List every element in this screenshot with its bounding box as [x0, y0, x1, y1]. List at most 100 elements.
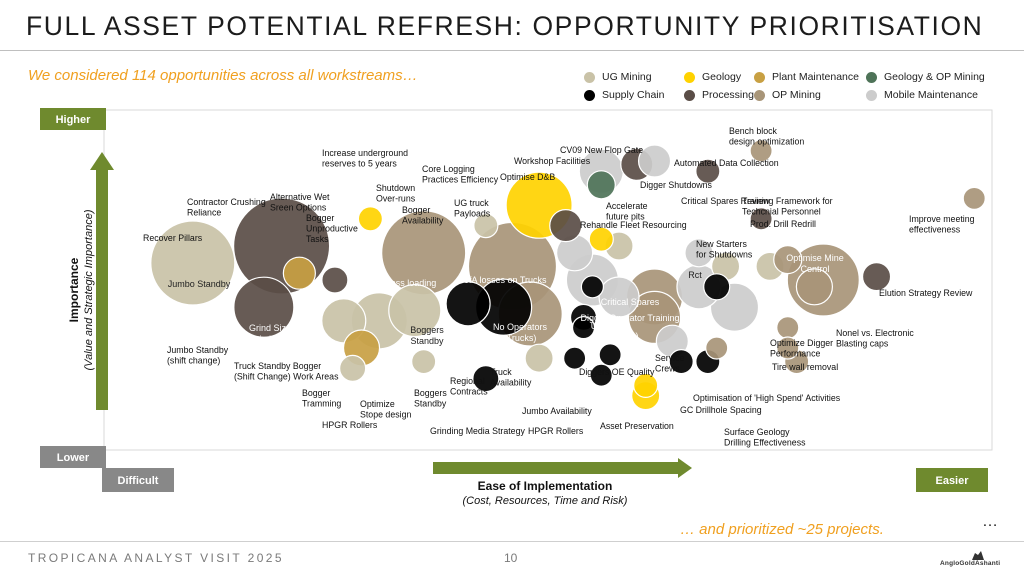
- bubble: [282, 256, 316, 290]
- opportunity-label: Workshop Facilities: [514, 156, 591, 166]
- bubble: [571, 316, 596, 340]
- bubble: [633, 372, 659, 398]
- bubble: [150, 220, 236, 306]
- legend-label: Mobile Maintenance: [884, 89, 978, 101]
- bubble: [473, 213, 499, 239]
- bubble: [388, 284, 442, 338]
- y-axis-high-box: [40, 108, 106, 130]
- opportunity-label: Standby: [414, 399, 447, 409]
- bubble-label: (Trucks): [504, 333, 537, 343]
- legend-label: Plant Maintenance: [772, 71, 859, 83]
- opportunity-label: UG truck: [454, 198, 489, 208]
- opportunity-label: Tasks: [306, 234, 329, 244]
- bubble: [233, 276, 295, 338]
- opportunity-label: Crews: [655, 364, 681, 374]
- bubble: [598, 276, 640, 318]
- bubble: [472, 365, 500, 393]
- legend-item: Plant Maintenance: [754, 71, 859, 83]
- legend-item: Geology: [684, 71, 741, 83]
- opportunity-label: Critical Spares Review: [681, 196, 770, 206]
- opportunity-label: Techcnial Personnel: [742, 207, 821, 217]
- bubble: [524, 343, 554, 373]
- opportunity-label: Training Framework for: [742, 196, 833, 206]
- opportunity-label: Optimisation of 'High Spend' Activities: [693, 393, 841, 403]
- bubble-label: Grind Size: [249, 323, 291, 333]
- legend-swatch: [584, 71, 595, 83]
- bubble-label: Control: [800, 264, 829, 274]
- opportunity-label: Truck Standby Bogger: [234, 361, 321, 371]
- opportunity-label: Asset Preservation: [600, 421, 674, 431]
- legend-label: UG Mining: [602, 71, 652, 83]
- x-axis-low-box: [102, 468, 174, 492]
- bubble: [773, 245, 803, 275]
- bubble-label: Standby: [410, 336, 444, 346]
- legend-item: Geology & OP Mining: [866, 71, 985, 83]
- bubble: [357, 206, 383, 232]
- bubble: [637, 144, 672, 178]
- opportunity-label: Performance: [770, 349, 820, 359]
- bubble: [962, 186, 986, 210]
- continuation-ellipsis: …: [982, 513, 998, 530]
- opportunity-label: Bench block: [729, 126, 778, 136]
- opportunity-label: HPGR Rollers: [322, 420, 378, 430]
- opportunity-label: Core Logging: [422, 164, 475, 174]
- opportunity-label: design optimization: [729, 137, 804, 147]
- opportunity-label: Reliance: [187, 208, 221, 218]
- x-axis-title: Ease of Implementation: [478, 479, 613, 493]
- legend-item: UG Mining: [584, 71, 652, 83]
- bubble: [321, 266, 349, 294]
- x-axis-subtitle: (Cost, Resources, Time and Risk): [463, 495, 628, 507]
- bubble: [749, 207, 773, 231]
- opportunity-label: Availability: [490, 378, 532, 388]
- bubble-label: Boggers: [410, 325, 444, 335]
- bubble: [445, 281, 491, 327]
- opportunity-label: Blasting caps: [836, 339, 889, 349]
- page-number: 10: [504, 551, 518, 565]
- bubble: [776, 336, 800, 360]
- bubble: [684, 238, 714, 268]
- opportunity-label: Optimize Digger: [770, 338, 833, 348]
- opportunity-label: Bogger: [302, 388, 330, 398]
- bubble: [668, 349, 694, 375]
- opportunity-label: Drilling Effectiveness: [724, 438, 806, 448]
- x-axis-high-label: Easier: [935, 475, 969, 487]
- footer-text: TROPICANA ANALYST VISIT 2025: [28, 551, 284, 565]
- bubble-label: Jumbo Standby: [168, 279, 231, 289]
- bubble: [705, 336, 729, 360]
- bubble: [580, 275, 605, 299]
- opportunity-label: Quality: [627, 367, 655, 377]
- opportunity-label: Diggers OE: [579, 367, 625, 377]
- bubble: [549, 209, 583, 243]
- y-axis-subtitle: (Value and Strategic Importance): [83, 209, 95, 370]
- opportunity-label: Shutdown: [376, 183, 415, 193]
- opportunity-label: Improve meeting: [909, 214, 975, 224]
- logo-lion-icon: [972, 551, 984, 560]
- title-divider: [0, 50, 1024, 51]
- legend-swatch: [866, 71, 877, 83]
- opportunity-label: for Shutdowns: [696, 250, 753, 260]
- bubble-label: Optimisation: [245, 334, 295, 344]
- opportunity-label: Tramming: [302, 399, 341, 409]
- chart-legend: UG Mining Geology Plant Maintenance Geology…: [584, 71, 1004, 107]
- opportunity-label: GC Drillhole Spacing: [680, 405, 762, 415]
- bubble-label: Optimise Mine: [786, 253, 844, 263]
- y-axis-arrow: [90, 152, 114, 410]
- opportunity-label: HPGR Rollers: [528, 426, 584, 436]
- opportunity-label: (Shift Change) Work Areas: [234, 372, 339, 382]
- bubble: [589, 363, 613, 387]
- opportunity-label: Stope design: [360, 410, 411, 420]
- y-axis-low-box: [40, 446, 106, 468]
- opportunity-label: Optimise D&B: [500, 172, 555, 182]
- opportunity-label: Availability: [402, 216, 444, 226]
- bubble: [749, 139, 773, 163]
- legend-item: Processing: [684, 89, 754, 101]
- bubble: [588, 226, 614, 252]
- bubble: [411, 349, 437, 375]
- opportunity-label: Service: [655, 353, 684, 363]
- bubble: [861, 262, 892, 292]
- opportunity-label: Bogger: [306, 213, 334, 223]
- opportunity-label: Bogger: [402, 205, 430, 215]
- opportunity-label: Tire wall removal: [772, 362, 838, 372]
- y-axis-high-label: Higher: [56, 114, 92, 126]
